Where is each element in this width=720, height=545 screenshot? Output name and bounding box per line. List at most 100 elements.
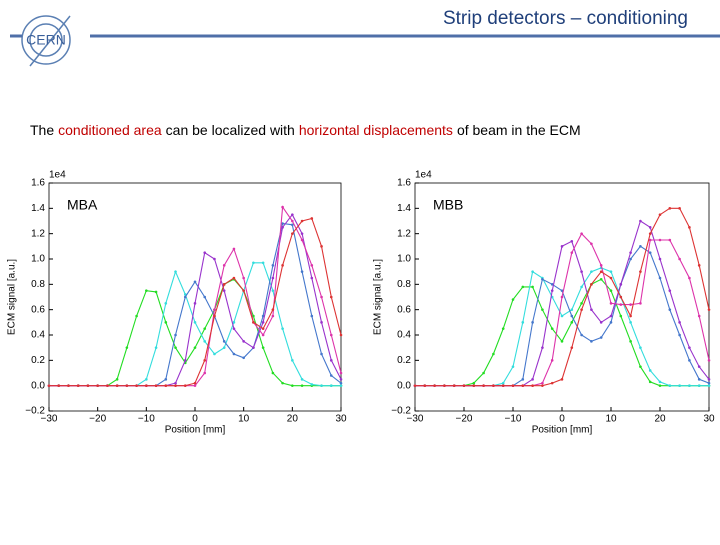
y-tick-label: 1.6 — [31, 178, 45, 189]
data-point — [339, 384, 343, 387]
data-point — [482, 384, 485, 387]
data-point — [86, 384, 90, 387]
x-axis-label: Position [mm] — [165, 425, 226, 436]
y-tick-label: 0.4 — [31, 330, 45, 341]
data-point — [590, 270, 593, 273]
data-point — [609, 276, 613, 280]
data-point — [560, 378, 564, 381]
data-point — [203, 371, 207, 375]
y-tick-label: 1.0 — [31, 254, 45, 265]
data-point — [193, 384, 197, 387]
y-tick-label: 0.4 — [397, 330, 411, 341]
data-point — [599, 336, 603, 339]
data-point — [291, 384, 294, 387]
data-point — [599, 264, 603, 267]
data-point — [329, 333, 333, 337]
data-point — [183, 384, 187, 387]
data-point — [222, 340, 226, 343]
data-point — [688, 276, 691, 280]
data-point — [678, 321, 681, 324]
data-point — [213, 257, 216, 261]
data-point — [560, 245, 564, 248]
data-point — [193, 280, 197, 284]
data-point — [135, 314, 138, 318]
data-point — [688, 226, 691, 229]
data-point — [329, 374, 333, 377]
y-tick-label: 1.2 — [397, 228, 411, 239]
data-point — [707, 384, 711, 387]
data-point — [668, 308, 672, 311]
data-point — [57, 384, 61, 387]
data-point — [668, 207, 672, 210]
data-point — [300, 384, 304, 387]
data-point — [443, 384, 446, 387]
data-point — [550, 327, 554, 330]
data-point — [193, 381, 197, 385]
data-point — [521, 384, 525, 387]
data-point — [164, 321, 168, 324]
x-tick-label: −30 — [407, 414, 424, 425]
y-tick-label: 0.8 — [397, 279, 411, 290]
data-point — [580, 232, 583, 235]
data-point — [203, 295, 207, 299]
data-point — [261, 261, 265, 265]
data-point — [570, 308, 574, 311]
data-point — [697, 378, 701, 381]
data-point — [339, 371, 343, 375]
data-point — [658, 276, 662, 280]
data-point — [174, 384, 177, 387]
x-tick-label: 30 — [703, 414, 715, 425]
x-tick-label: 0 — [559, 414, 565, 425]
data-point — [242, 289, 245, 292]
data-point — [688, 359, 691, 362]
data-point — [629, 340, 632, 343]
data-point — [329, 295, 333, 299]
data-point — [697, 384, 701, 387]
annotation: MBB — [433, 197, 463, 213]
data-point — [291, 223, 294, 227]
data-point — [252, 314, 255, 318]
data-point — [541, 277, 544, 281]
data-point — [193, 346, 197, 349]
data-point — [639, 270, 642, 273]
subtitle: The conditioned area can be localized with… — [30, 122, 581, 138]
y-tick-label: 0.6 — [397, 304, 411, 315]
data-point — [668, 384, 672, 387]
data-point — [590, 308, 593, 311]
data-point — [541, 384, 544, 387]
y-tick-label: 1.0 — [397, 254, 411, 265]
data-point — [271, 314, 275, 318]
data-point — [183, 295, 187, 299]
data-point — [609, 314, 613, 318]
y-tick-label: 0.2 — [31, 355, 45, 366]
data-point — [291, 213, 294, 216]
data-point — [609, 302, 613, 305]
data-point — [658, 380, 662, 384]
data-point — [658, 257, 662, 261]
data-point — [609, 289, 613, 292]
data-point — [648, 238, 652, 242]
x-tick-label: 20 — [287, 414, 299, 425]
data-point — [300, 232, 304, 235]
data-point — [492, 352, 495, 356]
data-point — [135, 384, 138, 387]
data-point — [232, 321, 236, 324]
data-point — [599, 277, 603, 281]
data-point — [261, 333, 265, 337]
data-point — [648, 251, 652, 254]
data-point — [639, 346, 642, 349]
data-point — [76, 384, 80, 387]
y-tick-label: 1.4 — [31, 203, 45, 214]
subtitle-segment: conditioned area — [58, 122, 162, 138]
data-point — [106, 384, 109, 387]
data-point — [339, 381, 343, 385]
data-point — [688, 384, 691, 387]
data-point — [639, 302, 642, 305]
x-tick-label: 10 — [238, 414, 250, 425]
data-point — [629, 321, 632, 324]
data-point — [550, 283, 554, 286]
data-point — [560, 314, 564, 318]
data-point — [678, 207, 681, 210]
data-point — [232, 352, 236, 356]
data-point — [697, 264, 701, 267]
